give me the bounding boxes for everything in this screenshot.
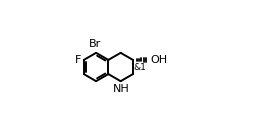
- Text: Br: Br: [89, 39, 101, 49]
- Text: F: F: [74, 55, 81, 65]
- Text: OH: OH: [151, 55, 168, 65]
- Text: &1: &1: [133, 63, 146, 72]
- Text: NH: NH: [113, 83, 130, 94]
